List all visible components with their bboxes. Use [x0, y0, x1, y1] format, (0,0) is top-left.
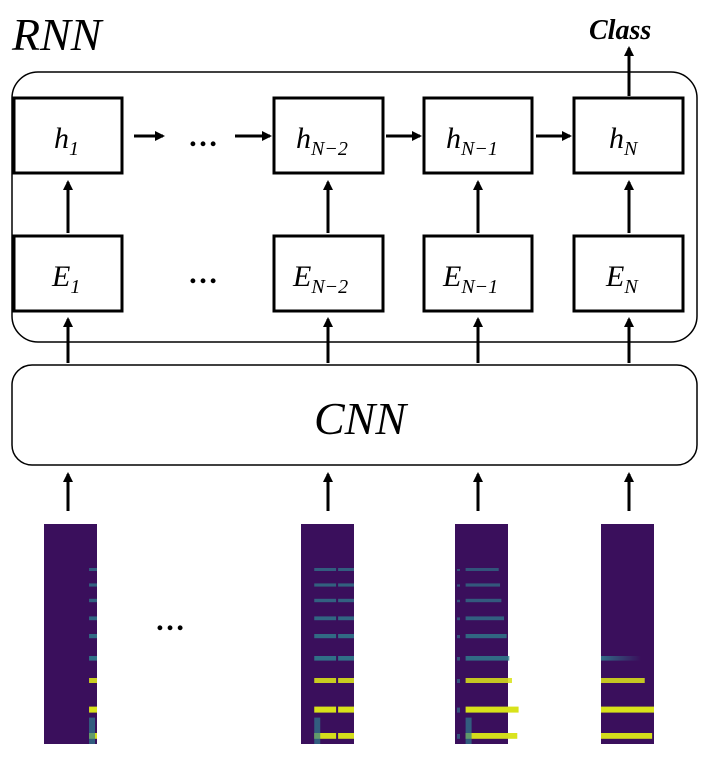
spectrogram-harmonic-band: [465, 656, 510, 661]
spectrogram-onset-mark: [457, 617, 460, 621]
spectrogram-harmonic-band: [465, 634, 507, 639]
spectrogram-harmonic-band: [465, 733, 518, 739]
embedding-e-n: EN: [572, 234, 685, 313]
spectrogram-n-minus-2: [301, 524, 354, 744]
svg-text:EN: EN: [605, 260, 639, 298]
spectrogram-harmonic-band: [338, 733, 354, 739]
spectrogram-harmonic-band: [601, 733, 653, 739]
embedding-e-n-minus-1: EN−1: [422, 234, 534, 313]
spectrogram-n-minus-1: [455, 524, 519, 744]
spectrogram-harmonic-band: [465, 598, 502, 603]
spectrogram-harmonic-band: [465, 568, 499, 571]
svg-text:hN: hN: [609, 122, 639, 160]
svg-text:hN−1: hN−1: [446, 122, 498, 160]
spectrogram-onset-mark: [457, 569, 460, 571]
hidden-state-h-n: hN: [572, 96, 685, 175]
spectrogram-harmonic-band: [89, 706, 97, 713]
spectrogram-harmonic-band: [89, 616, 97, 621]
spectrogram-harmonic-band: [314, 616, 337, 621]
spectrogram-harmonic-band: [338, 616, 354, 621]
spectrogram-harmonic-band: [338, 568, 354, 571]
svg-text:hN−2: hN−2: [296, 122, 348, 160]
spectrogram-harmonic-band: [314, 634, 337, 639]
spectrogram-harmonic-band: [89, 678, 97, 683]
spectrogram-harmonic-band: [89, 656, 97, 661]
spectrogram-harmonic-band: [89, 598, 97, 603]
spectrogram-harmonic-band: [465, 616, 505, 621]
spectrogram-onset-mark: [457, 584, 460, 587]
spectrogram-harmonic-band: [314, 656, 337, 661]
spectrogram-harmonic-band: [338, 678, 354, 683]
spectrogram-harmonic-band: [89, 634, 97, 639]
spectrogram-harmonic-band: [338, 656, 354, 661]
spectrogram-background: [44, 524, 97, 744]
class-output-label: Class: [589, 15, 651, 46]
svg-text:EN−2: EN−2: [292, 260, 348, 298]
svg-text:E1: E1: [51, 260, 80, 298]
spectrogram-onset-noise: [89, 717, 96, 744]
ellipsis-hidden-row: …: [188, 120, 218, 153]
spectrogram-harmonic-band: [465, 583, 501, 587]
spectrogram-harmonic-band: [338, 583, 354, 587]
spectrogram-harmonic-band: [314, 706, 337, 713]
spectrogram-harmonic-band: [314, 583, 337, 587]
spectrogram-harmonic-band: [314, 733, 337, 739]
spectrogram-harmonic-band: [601, 678, 645, 683]
svg-text:EN−1: EN−1: [442, 260, 498, 298]
spectrogram-onset-noise: [314, 717, 321, 744]
spectrogram-harmonic-band: [465, 706, 519, 713]
spectrogram-onset-mark: [457, 599, 460, 603]
hidden-state-h-n-minus-2: hN−2: [272, 96, 385, 175]
spectrogram-harmonic-band: [89, 583, 97, 587]
spectrogram-harmonic-band: [314, 568, 337, 571]
hidden-state-h1: h1: [12, 96, 124, 175]
spectrogram-harmonic-band: [338, 706, 354, 713]
spectrogram-harmonic-band: [601, 706, 654, 713]
spectrogram-harmonic-band: [338, 634, 354, 639]
spectrogram-harmonic-band: [314, 678, 337, 683]
spectrogram-n: [601, 524, 654, 744]
spectrogram-onset-mark: [457, 707, 460, 713]
spectrogram-onset-mark: [457, 679, 460, 683]
embedding-e1: E1: [12, 234, 124, 313]
rnn-label: RNN: [11, 9, 104, 60]
embedding-e-n-minus-2: EN−2: [272, 234, 385, 313]
svg-text:h1: h1: [54, 122, 79, 160]
spectrogram-onset-noise: [465, 717, 472, 744]
spectrogram-1: [44, 524, 97, 744]
spectrogram-harmonic-band: [465, 678, 512, 683]
rnn-container: [11, 71, 698, 343]
spectrogram-harmonic-band: [338, 598, 354, 603]
spectrogram-onset-mark: [457, 635, 460, 639]
ellipsis-embedding-row: …: [188, 257, 218, 290]
spectrogram-onset-mark: [457, 734, 460, 739]
cnn-block: [11, 364, 698, 466]
spectrogram-harmonic-band: [314, 598, 337, 603]
cnn-label: CNN: [314, 393, 408, 444]
spectrogram-harmonic-band: [601, 656, 642, 661]
hidden-state-h-n-minus-1: hN−1: [422, 96, 534, 175]
spectrogram-harmonic-band: [89, 568, 97, 571]
spectrogram-onset-mark: [457, 657, 460, 661]
ellipsis-spectrogram-row: …: [155, 604, 185, 637]
